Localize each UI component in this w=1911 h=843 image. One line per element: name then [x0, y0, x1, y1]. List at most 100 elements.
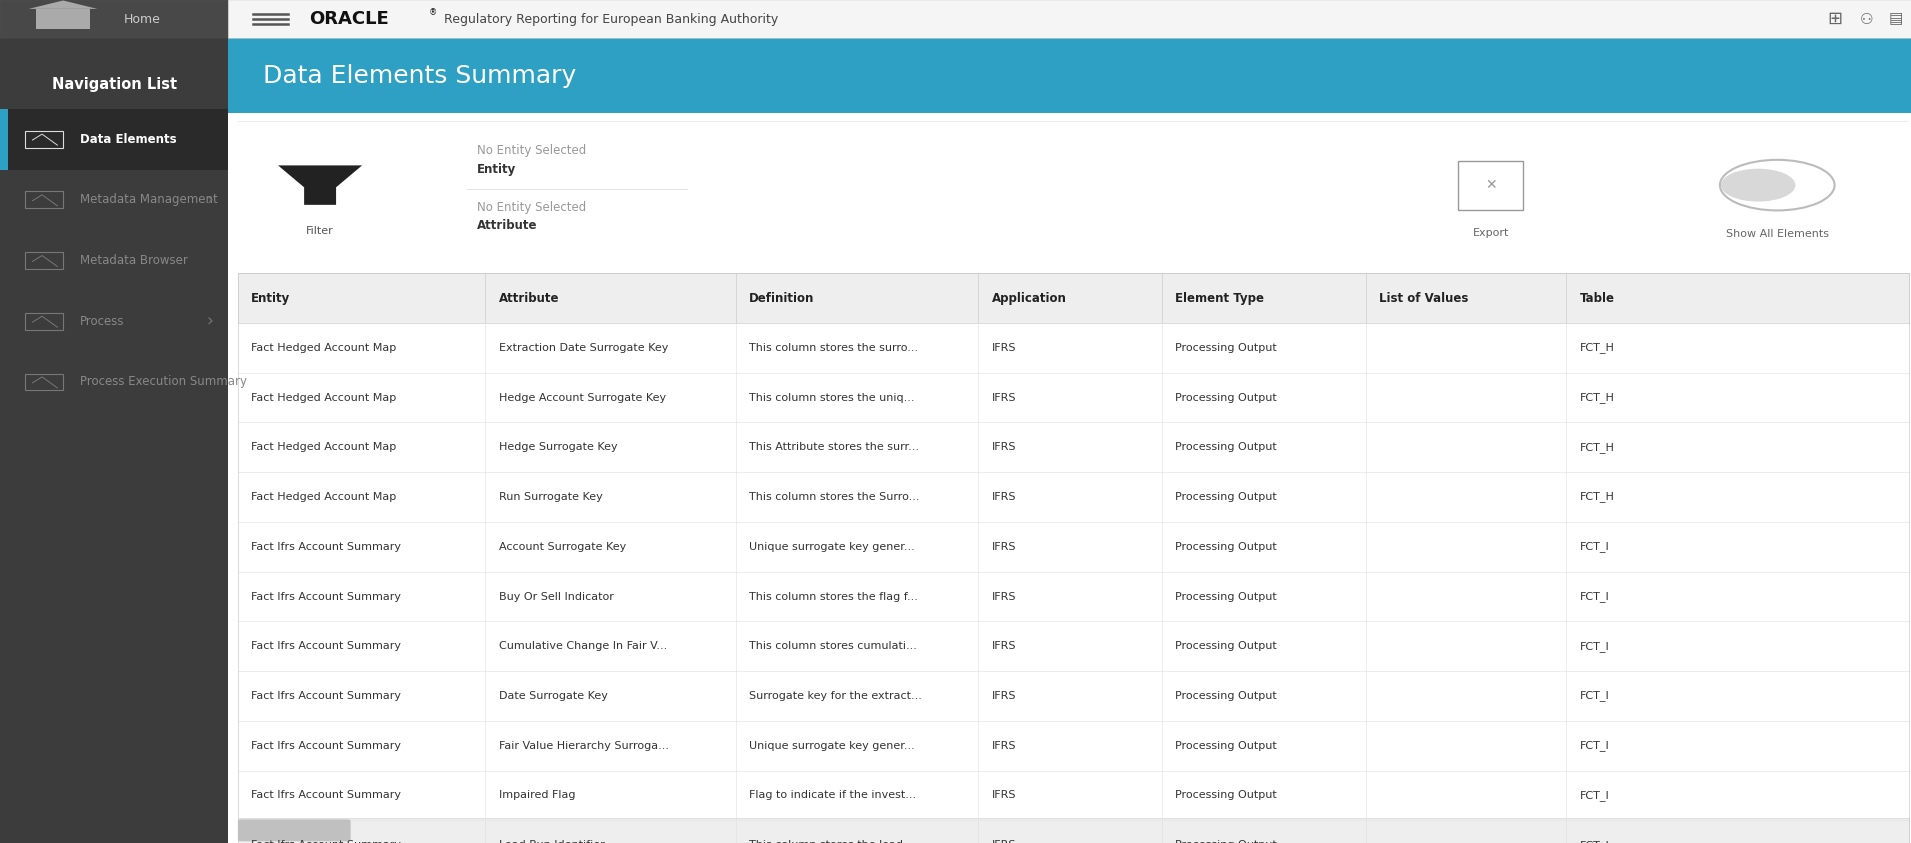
Text: Run Surrogate Key: Run Surrogate Key: [499, 492, 602, 502]
Text: Hedge Surrogate Key: Hedge Surrogate Key: [499, 443, 617, 453]
Text: IFRS: IFRS: [992, 840, 1017, 843]
Text: IFRS: IFRS: [992, 343, 1017, 353]
Text: Attribute: Attribute: [478, 219, 537, 232]
Text: Extraction Date Surrogate Key: Extraction Date Surrogate Key: [499, 343, 669, 353]
FancyBboxPatch shape: [239, 273, 1909, 323]
Text: FCT_I: FCT_I: [1580, 591, 1609, 602]
FancyBboxPatch shape: [239, 323, 1909, 373]
Text: IFRS: IFRS: [992, 393, 1017, 403]
Text: Buy Or Sell Indicator: Buy Or Sell Indicator: [499, 592, 613, 602]
Text: Process Execution Summary: Process Execution Summary: [80, 375, 247, 389]
Text: Processing Output: Processing Output: [1175, 691, 1277, 701]
Text: IFRS: IFRS: [992, 492, 1017, 502]
Text: FCT_H: FCT_H: [1580, 392, 1615, 403]
Text: Hedge Account Surrogate Key: Hedge Account Surrogate Key: [499, 393, 665, 403]
FancyBboxPatch shape: [229, 38, 1911, 113]
Text: Element Type: Element Type: [1175, 292, 1265, 304]
Text: Date Surrogate Key: Date Surrogate Key: [499, 691, 608, 701]
Text: FCT_I: FCT_I: [1580, 541, 1609, 552]
FancyBboxPatch shape: [239, 671, 1909, 721]
Text: FCT_I: FCT_I: [1580, 690, 1609, 701]
Text: Processing Output: Processing Output: [1175, 443, 1277, 453]
Text: Entity: Entity: [478, 163, 516, 176]
Text: Flag to indicate if the invest...: Flag to indicate if the invest...: [749, 791, 917, 801]
FancyBboxPatch shape: [239, 422, 1909, 472]
FancyBboxPatch shape: [239, 721, 1909, 771]
FancyBboxPatch shape: [239, 621, 1909, 671]
Text: Fact Ifrs Account Summary: Fact Ifrs Account Summary: [252, 642, 401, 652]
FancyBboxPatch shape: [239, 771, 1909, 820]
FancyBboxPatch shape: [0, 0, 229, 843]
Text: This column stores the flag f...: This column stores the flag f...: [749, 592, 917, 602]
Text: This column stores the load ...: This column stores the load ...: [749, 840, 917, 843]
Text: Processing Output: Processing Output: [1175, 840, 1277, 843]
Text: FCT_H: FCT_H: [1580, 442, 1615, 453]
Text: Fact Ifrs Account Summary: Fact Ifrs Account Summary: [252, 791, 401, 801]
Text: ›: ›: [206, 312, 214, 330]
Text: IFRS: IFRS: [992, 741, 1017, 751]
Text: Surrogate key for the extract...: Surrogate key for the extract...: [749, 691, 923, 701]
Text: IFRS: IFRS: [992, 691, 1017, 701]
Text: Fact Hedged Account Map: Fact Hedged Account Map: [252, 343, 397, 353]
Text: Unique surrogate key gener...: Unique surrogate key gener...: [749, 542, 915, 552]
Text: Fact Hedged Account Map: Fact Hedged Account Map: [252, 393, 397, 403]
Text: Navigation List: Navigation List: [52, 77, 176, 92]
FancyBboxPatch shape: [239, 819, 352, 841]
Text: Cumulative Change In Fair V...: Cumulative Change In Fair V...: [499, 642, 667, 652]
Circle shape: [1720, 169, 1796, 201]
FancyBboxPatch shape: [36, 9, 90, 30]
Text: Impaired Flag: Impaired Flag: [499, 791, 575, 801]
Text: Fact Hedged Account Map: Fact Hedged Account Map: [252, 492, 397, 502]
FancyBboxPatch shape: [239, 472, 1909, 522]
Text: Data Elements Summary: Data Elements Summary: [264, 63, 575, 88]
Text: FCT_H: FCT_H: [1580, 491, 1615, 502]
Text: Processing Output: Processing Output: [1175, 642, 1277, 652]
FancyBboxPatch shape: [0, 109, 229, 169]
Text: ®: ®: [428, 8, 438, 17]
Text: This Attribute stores the surr...: This Attribute stores the surr...: [749, 443, 919, 453]
Text: Filter: Filter: [306, 226, 334, 236]
Text: No Entity Selected: No Entity Selected: [478, 201, 587, 213]
Text: IFRS: IFRS: [992, 542, 1017, 552]
FancyBboxPatch shape: [239, 820, 1909, 843]
Text: IFRS: IFRS: [992, 592, 1017, 602]
FancyBboxPatch shape: [239, 818, 1909, 843]
Text: This column stores the uniq...: This column stores the uniq...: [749, 393, 915, 403]
Text: ORACLE: ORACLE: [310, 10, 388, 28]
FancyBboxPatch shape: [0, 109, 8, 169]
Text: Table: Table: [1580, 292, 1615, 304]
Text: ▤: ▤: [1888, 12, 1903, 26]
Text: Metadata Browser: Metadata Browser: [80, 254, 187, 267]
Text: Definition: Definition: [749, 292, 814, 304]
Text: Load Run Identifier: Load Run Identifier: [499, 840, 604, 843]
FancyBboxPatch shape: [229, 113, 1911, 843]
Text: Regulatory Reporting for European Banking Authority: Regulatory Reporting for European Bankin…: [440, 13, 780, 25]
Text: FCT_I: FCT_I: [1580, 790, 1609, 801]
Text: Metadata Management: Metadata Management: [80, 193, 218, 207]
Text: FCT_I: FCT_I: [1580, 840, 1609, 843]
Text: Fact Ifrs Account Summary: Fact Ifrs Account Summary: [252, 542, 401, 552]
Text: FCT_H: FCT_H: [1580, 342, 1615, 353]
Text: Home: Home: [124, 13, 161, 25]
Text: This column stores the surro...: This column stores the surro...: [749, 343, 919, 353]
Text: Process: Process: [80, 314, 124, 328]
Text: FCT_I: FCT_I: [1580, 641, 1609, 652]
Text: Attribute: Attribute: [499, 292, 560, 304]
Text: ›: ›: [206, 191, 214, 209]
Text: Account Surrogate Key: Account Surrogate Key: [499, 542, 627, 552]
Text: Fact Hedged Account Map: Fact Hedged Account Map: [252, 443, 397, 453]
Polygon shape: [29, 1, 97, 9]
FancyBboxPatch shape: [239, 572, 1909, 621]
Text: FCT_I: FCT_I: [1580, 740, 1609, 751]
Text: Processing Output: Processing Output: [1175, 741, 1277, 751]
Text: Export: Export: [1471, 228, 1510, 238]
Text: IFRS: IFRS: [992, 791, 1017, 801]
Text: IFRS: IFRS: [992, 443, 1017, 453]
Text: ⊞: ⊞: [1827, 10, 1842, 28]
FancyBboxPatch shape: [239, 522, 1909, 572]
Text: Fact Ifrs Account Summary: Fact Ifrs Account Summary: [252, 741, 401, 751]
Text: Fact Ifrs Account Summary: Fact Ifrs Account Summary: [252, 691, 401, 701]
FancyBboxPatch shape: [229, 0, 1911, 38]
Text: Data Elements: Data Elements: [80, 132, 178, 146]
Text: ✕: ✕: [1485, 178, 1496, 192]
